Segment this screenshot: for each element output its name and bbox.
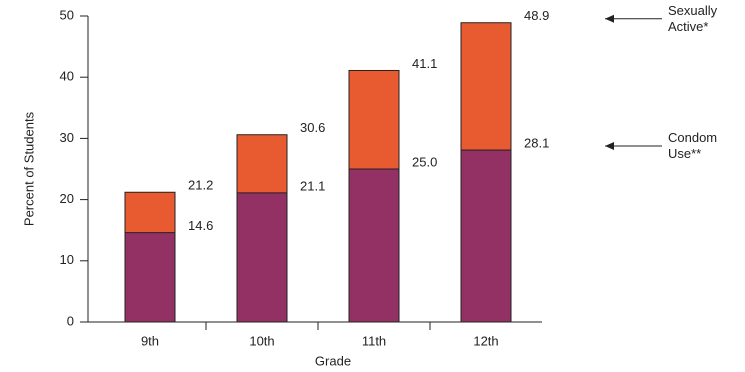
data-label: 28.1 xyxy=(524,135,549,150)
bar xyxy=(236,192,288,323)
x-tick-label: 10th xyxy=(249,333,274,348)
data-label: 25.0 xyxy=(412,154,437,169)
legend-arrowhead xyxy=(605,14,614,23)
data-label: 30.6 xyxy=(300,120,325,135)
y-tick-label: 0 xyxy=(67,313,74,328)
x-tick-label: 9th xyxy=(141,333,159,348)
y-tick-label: 20 xyxy=(60,191,74,206)
data-label: 14.6 xyxy=(188,218,213,233)
legend-label: Condom Use** xyxy=(668,130,718,162)
x-axis-label: Grade xyxy=(315,353,351,368)
legend-label: Sexually Active* xyxy=(668,2,718,34)
legend-arrowhead xyxy=(605,142,614,151)
data-label: 41.1 xyxy=(412,56,437,71)
y-tick-label: 10 xyxy=(60,252,74,267)
data-label: 48.9 xyxy=(524,8,549,23)
x-tick-label: 11th xyxy=(362,333,386,348)
y-tick-label: 40 xyxy=(60,69,74,84)
bar xyxy=(460,149,512,323)
y-tick-label: 30 xyxy=(60,130,74,145)
data-label: 21.1 xyxy=(300,178,325,193)
y-tick-label: 50 xyxy=(60,7,74,22)
data-label: 21.2 xyxy=(188,178,213,193)
y-axis-label: Percent of Students xyxy=(21,111,36,226)
x-tick-label: 12th xyxy=(473,333,498,348)
bar xyxy=(124,232,176,323)
bar xyxy=(348,168,400,323)
